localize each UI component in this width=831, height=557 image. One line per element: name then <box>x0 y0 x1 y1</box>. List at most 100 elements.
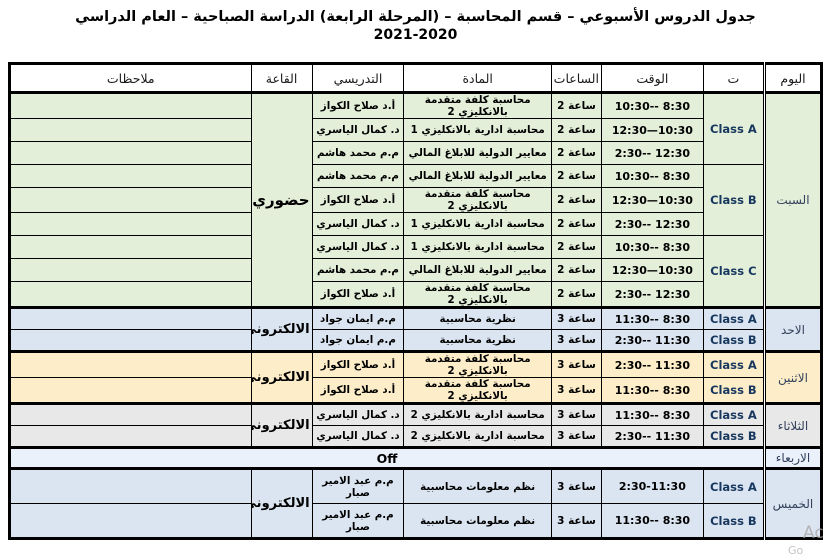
subject-cell: محاسبة ادارية بالانكليزي 1 <box>403 118 553 142</box>
subject-cell: محاسبة كلفة متقدمة بالانكليزي 2 <box>403 281 553 308</box>
teacher-cell: م.م محمد هاشم <box>311 164 405 188</box>
subject-cell: محاسبة كلفة متقدمة بالانكليزي 2 <box>403 187 553 213</box>
notes-cell <box>9 467 252 504</box>
hall-cell-thursday: الالكتروني <box>250 467 313 539</box>
teacher-cell: م.م عبد الامير صبار <box>311 467 405 504</box>
hall-cell-sunday: الالكتروني <box>250 306 313 352</box>
subject-cell: معايير الدولية للابلاغ المالي <box>403 141 553 165</box>
table-row: Class B 10:30-- 8:30 2 ساعة معايير الدول… <box>9 164 822 236</box>
hall-cell-saturday: حضوري <box>250 91 313 308</box>
class-cell: Class A <box>702 306 765 330</box>
watermark-fragment-top: Ac <box>803 523 824 543</box>
table-row: 12:30—10:30 2 ساعة محاسبة كلفة متقدمة با… <box>9 187 822 213</box>
hours-cell: 2 ساعة <box>551 164 602 188</box>
class-cell: Class A <box>702 91 765 165</box>
notes-cell <box>9 118 252 142</box>
hours-cell: 3 ساعة <box>551 503 602 539</box>
table-row: 12:30—10:30 2 ساعة محاسبة ادارية بالانكل… <box>9 118 822 142</box>
table-row: الثلاثاء Class A 11:30-- 8:30 3 ساعة محا… <box>9 402 823 448</box>
teacher-cell: أ.د صلاح الكواز <box>311 281 405 308</box>
time-cell: 2:30-- 12:30 <box>600 141 704 165</box>
notes-cell <box>9 503 252 539</box>
time-cell: 12:30—10:30 <box>600 187 704 213</box>
hours-cell: 2 ساعة <box>551 118 602 142</box>
time-cell: 12:30—10:30 <box>600 258 704 282</box>
hours-cell: 2 ساعة <box>551 235 602 259</box>
watermark-fragment-bottom: Go <box>788 544 804 557</box>
schedule-table: اليوم ت الوقت الساعات المادة التدريسي ال… <box>8 62 823 540</box>
subject-cell: محاسبة ادارية بالانكليزي 2 <box>403 425 553 448</box>
time-cell: 12:30—10:30 <box>600 118 704 142</box>
notes-cell <box>9 350 252 378</box>
subject-cell: معايير الدولية للابلاغ المالي <box>403 164 553 188</box>
header-subject: المادة <box>403 62 553 94</box>
table-row: 2:30-- 12:30 2 ساعة محاسبة ادارية بالانك… <box>9 212 822 236</box>
time-cell: 11:30-- 8:30 <box>600 402 704 426</box>
day-cell-tuesday: الثلاثاء <box>762 402 823 448</box>
class-cell: Class A <box>702 467 765 504</box>
class-cell: Class B <box>702 329 765 352</box>
subject-cell: محاسبة كلفة متقدمة بالانكليزي 2 <box>403 350 553 378</box>
table-row: Class C 10:30-- 8:30 2 ساعة محاسبة اداري… <box>9 235 822 308</box>
time-cell: 11:30-- 8:30 <box>600 306 704 330</box>
time-cell: 2:30-- 11:30 <box>600 329 704 352</box>
schedule-title-text: جدول الدروس الأسبوعي – قسم المحاسبة – (ا… <box>75 9 756 25</box>
day-cell-monday: الاثنين <box>762 350 823 404</box>
hours-cell: 3 ساعة <box>551 329 602 352</box>
notes-cell <box>9 402 252 426</box>
subject-cell: نظم معلومات محاسبية <box>403 467 553 504</box>
day-cell-wednesday: الاربعاء <box>762 446 823 469</box>
teacher-cell: أ.د صلاح الكواز <box>311 91 405 119</box>
header-time: الوقت <box>600 62 704 94</box>
notes-cell <box>9 258 252 282</box>
teacher-cell: م.م عبد الامير صبار <box>311 503 405 539</box>
hours-cell: 3 ساعة <box>551 350 602 378</box>
class-cell: Class A <box>702 350 765 378</box>
table-row: الاربعاء Off <box>9 446 823 469</box>
table-row: Class B 11:30-- 8:30 3 ساعة محاسبة كلفة … <box>9 377 822 404</box>
time-cell: 2:30-- 11:30 <box>600 350 704 378</box>
teacher-cell: د. كمال الياسري <box>311 235 405 259</box>
day-cell-thursday: الخميس <box>762 467 823 539</box>
teacher-cell: د. كمال الياسري <box>311 425 405 448</box>
teacher-cell: م.م ايمان جواد <box>311 329 405 352</box>
table-row: السبت Class A 10:30-- 8:30 2 ساعة محاسبة… <box>9 91 823 308</box>
hours-cell: 2 ساعة <box>551 187 602 213</box>
class-cell: Class C <box>702 235 765 308</box>
hours-cell: 3 ساعة <box>551 402 602 426</box>
day-cell-saturday: السبت <box>762 91 823 308</box>
subject-cell: محاسبة كلفة متقدمة بالانكليزي 2 <box>403 377 553 404</box>
notes-cell <box>9 212 252 236</box>
notes-cell <box>9 164 252 188</box>
notes-cell <box>9 281 252 308</box>
notes-cell <box>9 377 252 404</box>
time-cell: 10:30-- 8:30 <box>600 164 704 188</box>
hours-cell: 2 ساعة <box>551 281 602 308</box>
table-row: Class B 2:30-- 11:30 3 ساعة نظرية محاسبي… <box>9 329 822 352</box>
notes-cell <box>9 329 252 352</box>
hours-cell: 2 ساعة <box>551 141 602 165</box>
time-cell: 2:30-11:30 <box>600 467 704 504</box>
hours-cell: 2 ساعة <box>551 91 602 119</box>
time-cell: 2:30-- 11:30 <box>600 425 704 448</box>
hours-cell: 3 ساعة <box>551 467 602 504</box>
notes-cell <box>9 187 252 213</box>
subject-cell: معايير الدولية للابلاغ المالي <box>403 258 553 282</box>
teacher-cell: أ.د صلاح الكواز <box>311 350 405 378</box>
hours-cell: 3 ساعة <box>551 377 602 404</box>
class-cell: Class B <box>702 164 765 236</box>
time-cell: 10:30-- 8:30 <box>600 235 704 259</box>
schedule-title: جدول الدروس الأسبوعي – قسم المحاسبة – (ا… <box>0 0 831 43</box>
subject-cell: محاسبة كلفة متقدمة بالانكليزي 2 <box>403 91 553 119</box>
teacher-cell: أ.د صلاح الكواز <box>311 187 405 213</box>
hours-cell: 2 ساعة <box>551 258 602 282</box>
notes-cell <box>9 306 252 330</box>
header-hall: القاعة <box>250 62 313 94</box>
notes-cell <box>9 425 252 448</box>
teacher-cell: د. كمال الياسري <box>311 212 405 236</box>
class-cell: Class B <box>702 503 765 539</box>
header-hours: الساعات <box>551 62 602 94</box>
time-cell: 2:30-- 12:30 <box>600 281 704 308</box>
hall-cell-monday: الالكتروني <box>250 350 313 404</box>
subject-cell: نظرية محاسبية <box>403 329 553 352</box>
